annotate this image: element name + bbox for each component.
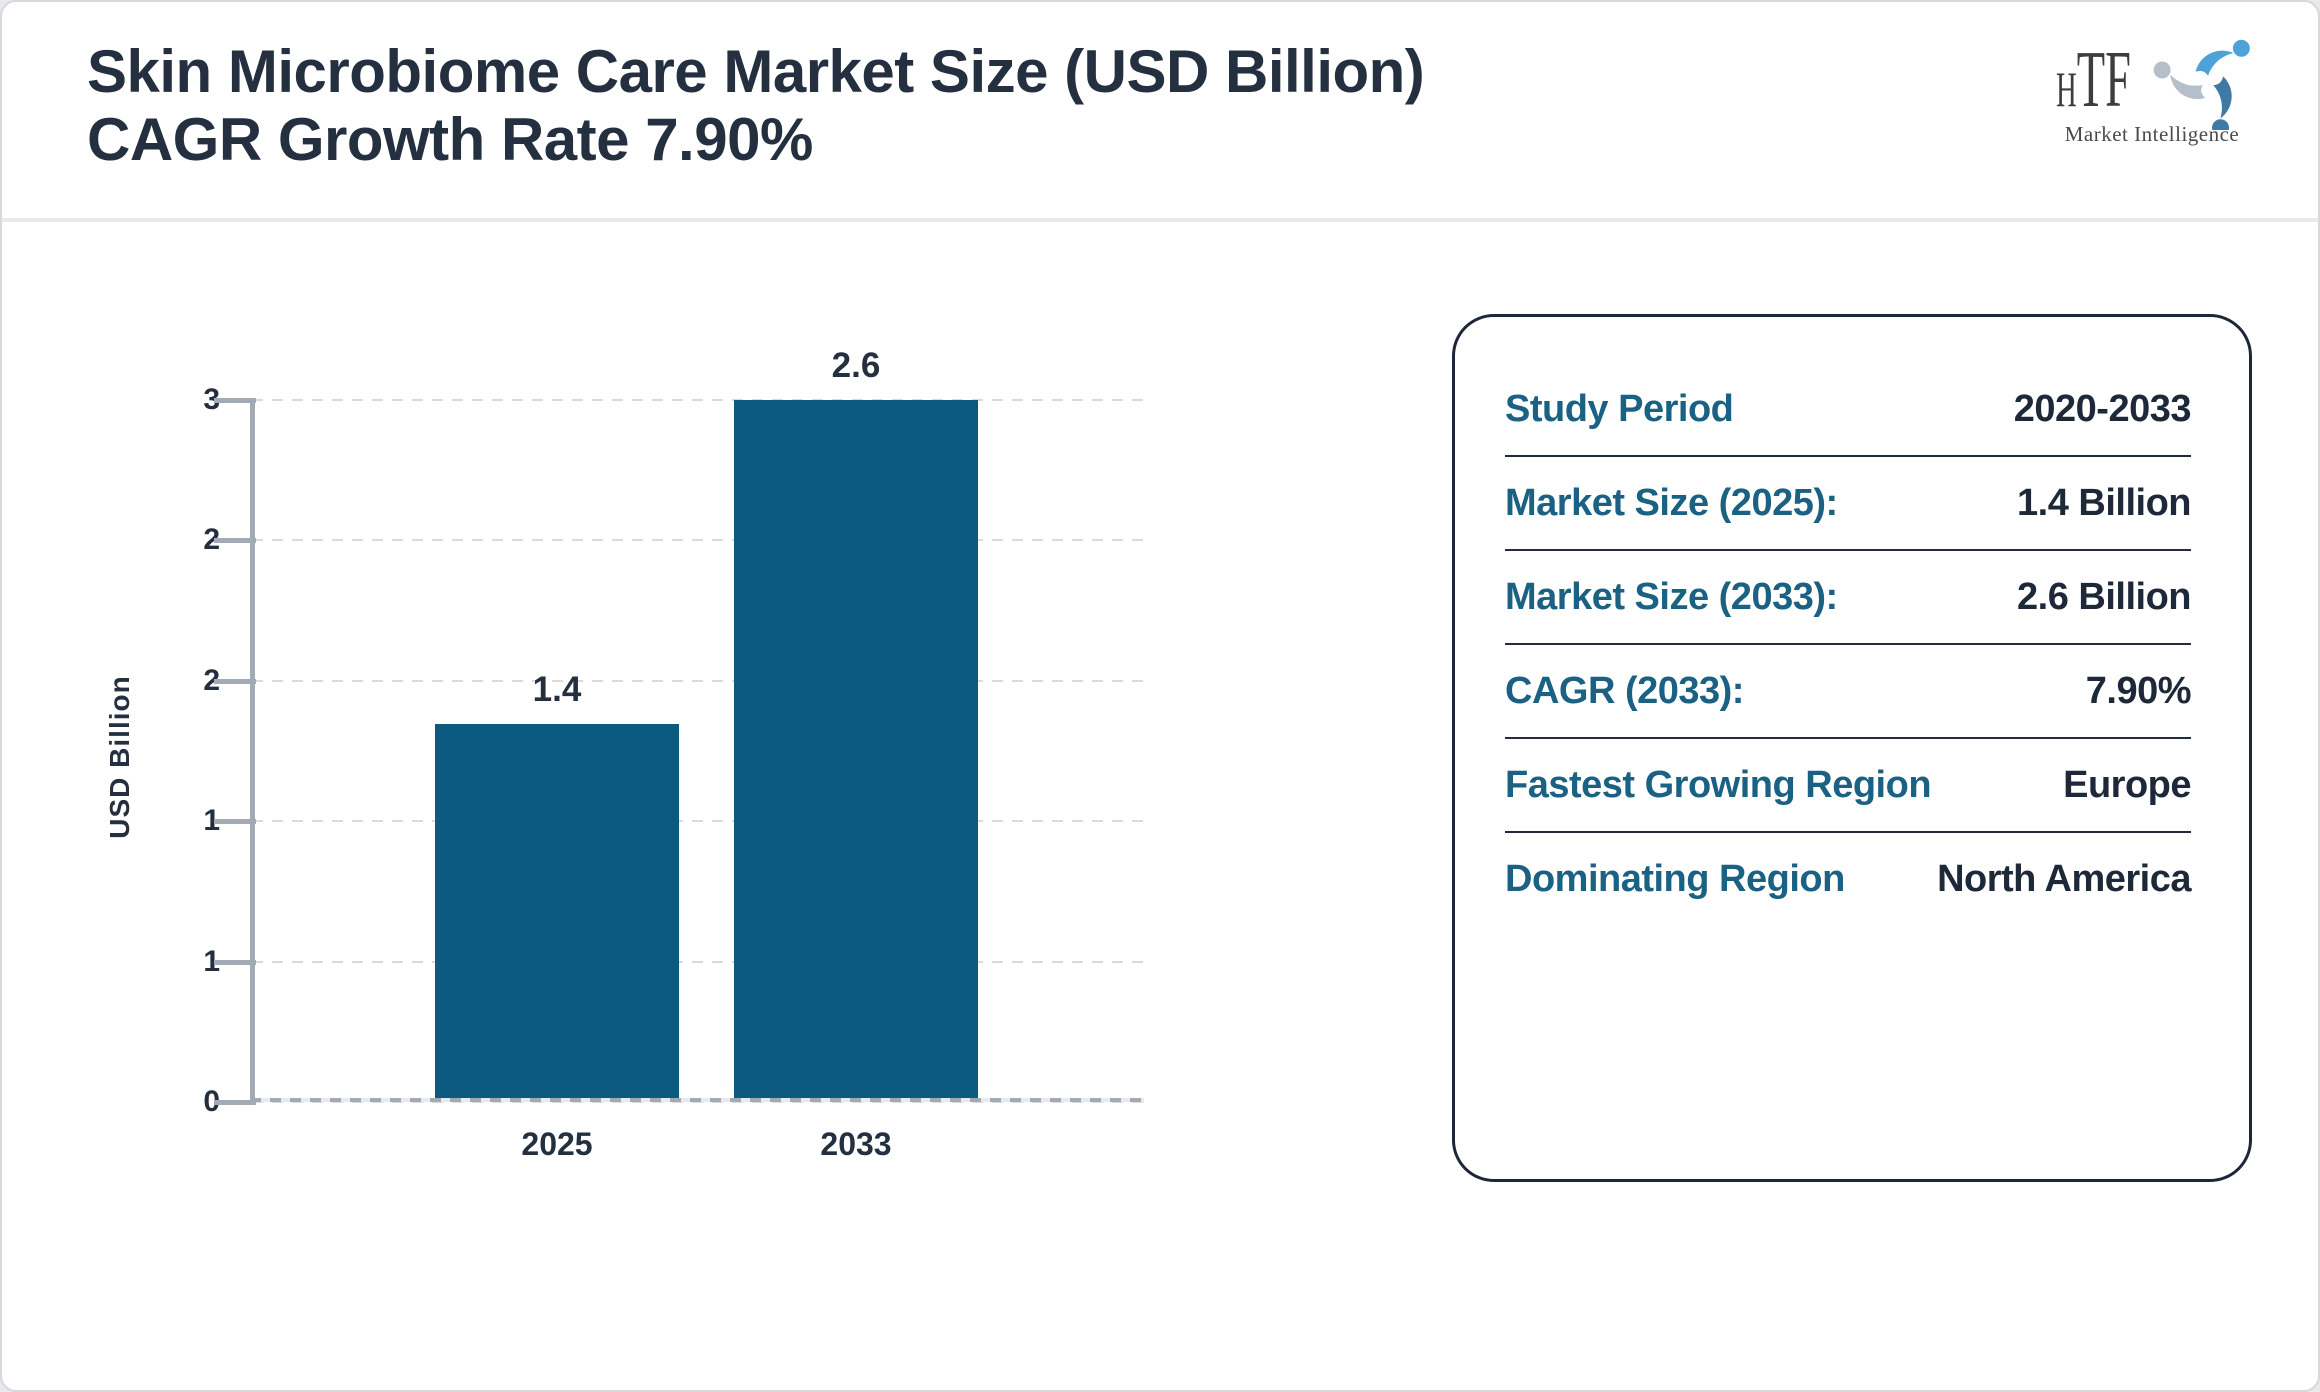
x-tick-label: 2033 [820,1126,892,1162]
info-row-label: Study Period [1505,387,1734,430]
logo-htf-text: HTF [2056,36,2131,124]
htf-logo: HTF Market Intelligence [2052,32,2272,152]
y-tick-mark [214,1100,256,1105]
y-tick-mark [214,538,256,543]
info-row-label: Dominating Region [1505,857,1845,900]
info-row-value: North America [1937,857,2191,900]
info-row-label: Market Size (2033): [1505,575,1838,618]
info-row-value: 2.6 Billion [2017,575,2191,618]
gridline [252,961,1146,963]
gridline [252,399,1146,401]
y-tick-label: 0 [203,1085,220,1118]
info-row: Study Period 2020-2033 [1505,363,2192,457]
plot-area: 3 2 2 1 1 0 1.4 2025 2.6 2033 [203,346,1146,1162]
y-tick-label: 1 [203,945,220,978]
header-divider [2,218,2318,222]
x-tick-label: 2025 [521,1126,593,1162]
logo-swirl-icon [2153,39,2250,130]
info-row: Dominating Region North America [1505,833,2191,925]
page-title: Skin Microbiome Care Market Size (USD Bi… [87,38,1425,174]
bar [734,400,978,1102]
info-card: Study Period 2020-2033 Market Size (2025):… [1452,314,2252,1182]
info-row-label: CAGR (2033): [1505,669,1744,712]
info-row-value: Europe [2063,763,2191,806]
info-row-label: Fastest Growing Region [1505,763,1932,806]
y-tick-label: 2 [203,523,220,556]
logo-subtext: Market Intelligence [2064,122,2240,146]
gridline [252,1101,1146,1103]
y-axis-title: USD Billion [104,675,135,839]
gridline [252,680,1146,682]
page-title-line1: Skin Microbiome Care Market Size (USD Bi… [87,38,1425,105]
y-axis-line [250,400,255,1102]
info-row-label: Market Size (2025): [1505,481,1838,524]
info-row: Market Size (2025): 1.4 Billion [1505,457,2191,551]
bar-value-label: 1.4 [532,670,582,709]
info-row: Fastest Growing Region Europe [1505,739,2191,833]
bar-value-label: 2.6 [831,346,881,385]
y-tick-mark [214,819,256,824]
y-tick-mark [214,960,256,965]
bar [435,724,679,1102]
page-title-line2: CAGR Growth Rate 7.90% [87,106,813,173]
info-row-value: 7.90% [2085,669,2192,712]
gridline [252,820,1146,822]
info-card-rows: Study Period 2020-2033 Market Size (2025):… [1505,363,2192,925]
y-tick-label: 2 [203,664,220,697]
info-row: Market Size (2033): 2.6 Billion [1505,551,2191,645]
info-row-value: 2020-2033 [2013,387,2192,430]
gridline [252,539,1146,541]
info-row-value: 1.4 Billion [2017,481,2191,524]
y-tick-label: 3 [203,383,220,416]
x-axis-line [250,1098,1144,1102]
y-tick-mark [214,679,256,684]
y-tick-label: 1 [203,804,220,837]
info-row: CAGR (2033): 7.90% [1505,645,2192,739]
y-tick-mark [214,398,256,403]
